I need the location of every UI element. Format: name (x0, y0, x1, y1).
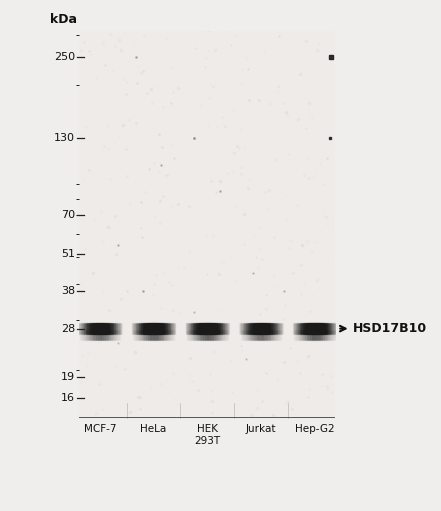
Text: Hep-G2: Hep-G2 (295, 424, 335, 434)
Text: 28: 28 (61, 323, 75, 334)
Text: HSD17B10: HSD17B10 (353, 322, 427, 335)
Text: kDa: kDa (50, 13, 77, 26)
Text: 19: 19 (61, 371, 75, 382)
Text: 38: 38 (61, 286, 75, 296)
Text: 16: 16 (61, 393, 75, 403)
Text: 130: 130 (54, 133, 75, 144)
Text: HeLa: HeLa (140, 424, 167, 434)
Text: Jurkat: Jurkat (246, 424, 276, 434)
Text: 70: 70 (61, 210, 75, 220)
Text: MCF-7: MCF-7 (84, 424, 116, 434)
Text: HEK
293T: HEK 293T (194, 424, 220, 446)
Text: 51: 51 (61, 249, 75, 259)
Text: 250: 250 (54, 52, 75, 62)
